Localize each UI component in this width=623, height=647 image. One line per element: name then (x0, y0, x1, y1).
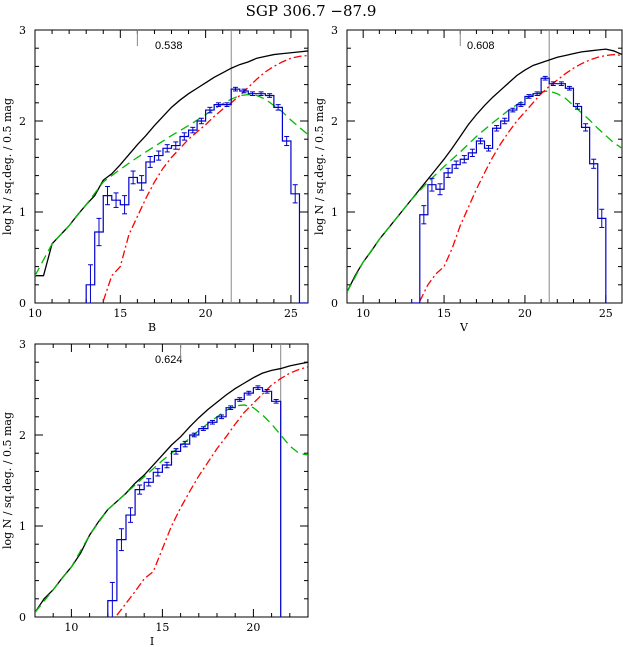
y-axis-label: log N / sq.deg. / 0.5 mag (1, 412, 14, 549)
model-total-line (35, 50, 308, 277)
model-halo-line (116, 366, 308, 616)
x-tick-label: 10 (28, 307, 42, 320)
observed-counts-histogram (85, 88, 308, 303)
y-tick-label: 1 (331, 206, 338, 219)
plot-area (347, 48, 622, 303)
y-tick-label: 0 (331, 297, 338, 310)
figure-title: SGP 306.7 −87.9 (246, 2, 377, 20)
model-total-line (35, 361, 308, 613)
model-disk-line (347, 90, 622, 293)
completeness-annotation: 0.538 (155, 40, 183, 52)
y-tick-label: 0 (19, 297, 26, 310)
model-halo-line (419, 53, 622, 302)
y-tick-label: 1 (19, 206, 26, 219)
model-disk-line (35, 404, 308, 613)
plot-frame (346, 29, 623, 304)
y-tick-label: 1 (19, 520, 26, 533)
y-tick-label: 0 (19, 611, 26, 624)
x-tick-label: 10 (64, 621, 78, 634)
x-tick-label: 15 (155, 621, 169, 634)
x-axis-label: I (150, 635, 154, 647)
model-disk-line (35, 93, 308, 277)
x-tick-label: 20 (518, 307, 532, 320)
x-axis-label: V (459, 321, 469, 334)
x-axis-label: B (148, 321, 156, 334)
x-tick-label: 20 (246, 621, 260, 634)
plot-area (35, 50, 308, 303)
plot-frame (34, 343, 309, 618)
y-tick-label: 2 (331, 115, 338, 128)
y-tick-label: 3 (19, 24, 26, 37)
completeness-annotation: 0.608 (467, 40, 495, 52)
y-axis-label: log N / sq.deg. / 0.5 mag (1, 98, 14, 235)
y-axis-label: log N / sq.deg. / 0.5 mag (313, 98, 326, 235)
x-tick-label: 25 (599, 307, 613, 320)
x-tick-label: 15 (113, 307, 127, 320)
completeness-annotation: 0.624 (155, 354, 183, 366)
x-tick-label: 20 (199, 307, 213, 320)
y-tick-label: 3 (19, 338, 26, 351)
x-tick-label: 25 (284, 307, 298, 320)
model-halo-line (102, 54, 308, 302)
plot-area (35, 361, 308, 617)
model-total-line (347, 48, 622, 293)
y-tick-label: 2 (19, 115, 26, 128)
observed-counts-histogram (411, 77, 607, 303)
y-tick-label: 2 (19, 429, 26, 442)
x-tick-label: 15 (437, 307, 451, 320)
x-tick-label: 10 (356, 307, 370, 320)
y-tick-label: 3 (331, 24, 338, 37)
